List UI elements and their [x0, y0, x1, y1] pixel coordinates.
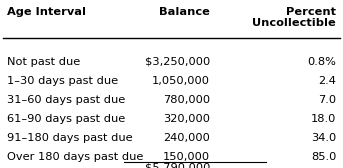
Text: 31–60 days past due: 31–60 days past due — [7, 95, 125, 105]
Text: $5,790,000: $5,790,000 — [145, 163, 210, 168]
Text: Age Interval: Age Interval — [7, 7, 86, 17]
Text: 150,000: 150,000 — [163, 152, 210, 161]
Text: $3,250,000: $3,250,000 — [145, 57, 210, 67]
Text: 1–30 days past due: 1–30 days past due — [7, 76, 118, 86]
Text: 2.4: 2.4 — [318, 76, 336, 86]
Text: Over 180 days past due: Over 180 days past due — [7, 152, 143, 161]
Text: 85.0: 85.0 — [311, 152, 336, 161]
Text: 780,000: 780,000 — [163, 95, 210, 105]
Text: Balance: Balance — [159, 7, 210, 17]
Text: Percent
Uncollectible: Percent Uncollectible — [252, 7, 336, 28]
Text: 1,050,000: 1,050,000 — [152, 76, 210, 86]
Text: 18.0: 18.0 — [311, 114, 336, 124]
Text: 91–180 days past due: 91–180 days past due — [7, 133, 132, 143]
Text: 34.0: 34.0 — [311, 133, 336, 143]
Text: 320,000: 320,000 — [163, 114, 210, 124]
Text: 240,000: 240,000 — [163, 133, 210, 143]
Text: 61–90 days past due: 61–90 days past due — [7, 114, 125, 124]
Text: 0.8%: 0.8% — [307, 57, 336, 67]
Text: 7.0: 7.0 — [318, 95, 336, 105]
Text: Not past due: Not past due — [7, 57, 80, 67]
